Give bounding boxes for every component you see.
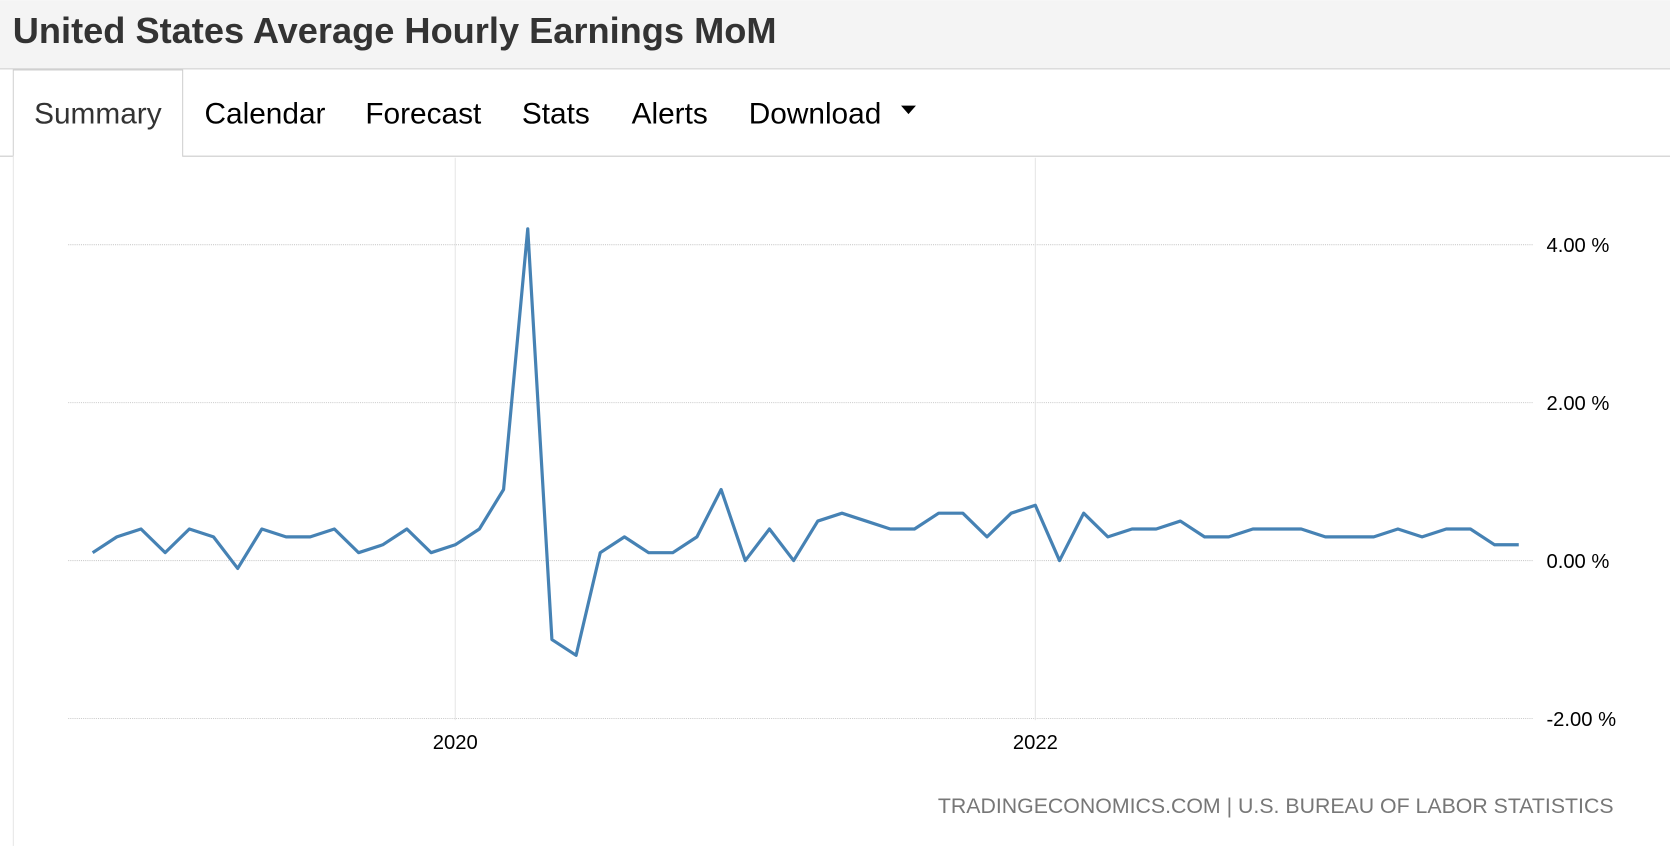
data-line xyxy=(91,227,1519,657)
tab[interactable]: Download xyxy=(749,98,882,131)
x-tick-label: 2020 xyxy=(433,732,478,754)
tab-border xyxy=(0,69,1670,157)
y-tick-label: 4.00 % xyxy=(1546,235,1609,257)
tab[interactable]: Calendar xyxy=(204,98,325,131)
active-tab[interactable] xyxy=(13,70,183,158)
header-bar xyxy=(0,0,1670,69)
y-tick-label: -2.00 % xyxy=(1546,709,1616,731)
tab[interactable]: Summary xyxy=(34,98,162,131)
tab[interactable]: Forecast xyxy=(365,98,482,131)
page-title: United States Average Hourly Earnings Mo… xyxy=(13,10,777,51)
y-tick-label: 0.00 % xyxy=(1546,551,1609,573)
y-tick-label: 2.00 % xyxy=(1546,393,1609,415)
x-tick-label: 2022 xyxy=(1013,732,1058,754)
tab[interactable]: Stats xyxy=(522,98,590,131)
tabs: Summary Calendar Forecast Stats Alerts Downlo… xyxy=(34,98,881,131)
source-label: TRADINGECONOMICS.COM | U.S. BUREAU OF LA… xyxy=(938,794,1614,818)
dropdown-caret[interactable] xyxy=(901,105,916,115)
tab[interactable]: Alerts xyxy=(632,98,708,131)
